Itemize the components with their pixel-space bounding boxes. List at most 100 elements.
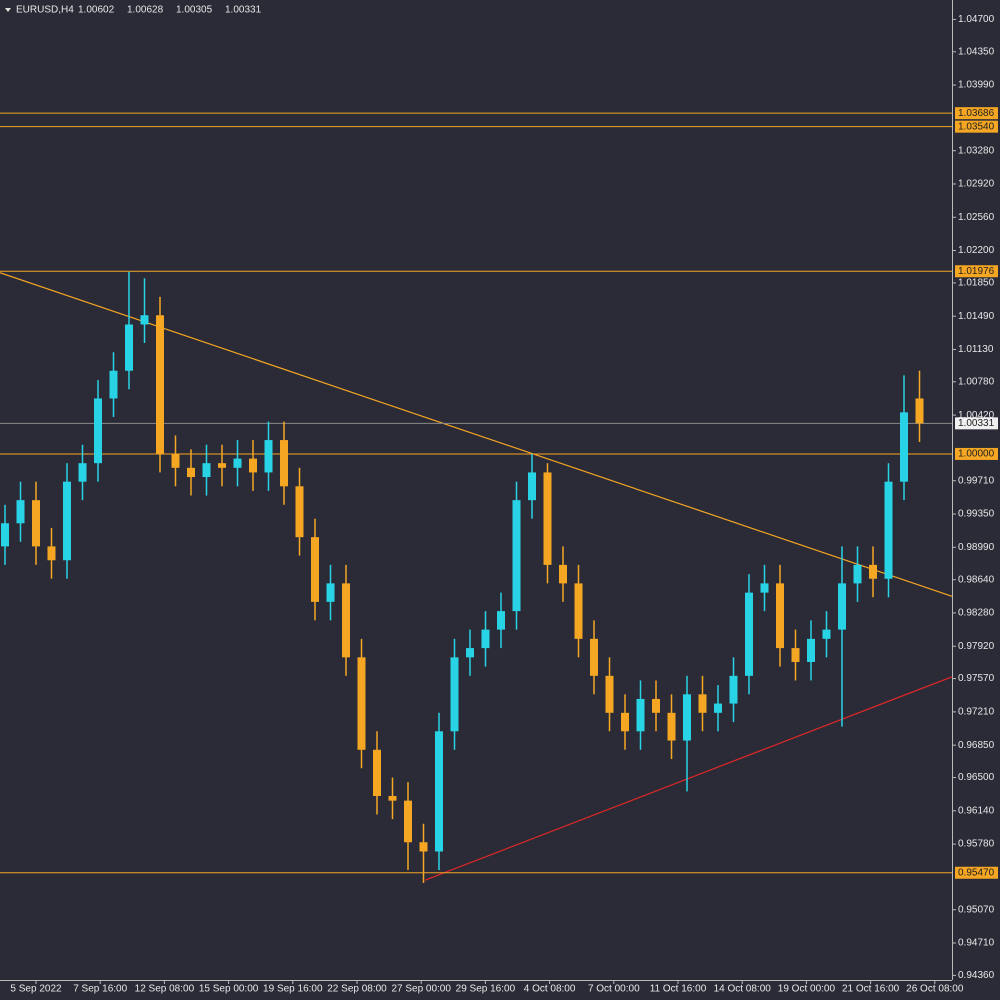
y-tick-label: 1.03990	[958, 80, 995, 91]
y-tick-label: 0.97570	[958, 673, 995, 684]
level-box	[955, 265, 998, 278]
candle-body	[652, 698, 660, 713]
candle-body	[714, 703, 722, 713]
candle-body	[621, 712, 629, 732]
candle-body	[94, 398, 102, 464]
x-tick-label: 11 Oct 16:00	[650, 984, 707, 995]
candle-body	[822, 629, 831, 639]
y-tick-label: 0.96850	[958, 740, 995, 751]
x-tick-label: 27 Sep 00:00	[391, 984, 451, 995]
level-label: 1.00000	[958, 449, 995, 460]
x-tick-label: 5 Sep 2022	[10, 984, 62, 995]
candle-body	[791, 648, 800, 662]
candle-body	[884, 481, 893, 579]
candle-body	[745, 592, 753, 676]
candle-body	[280, 440, 288, 487]
y-tick-label: 1.04350	[958, 46, 995, 57]
level-label: 0.95470	[958, 867, 995, 878]
candle-body	[419, 842, 428, 852]
candle-body	[264, 440, 273, 473]
y-tick-label: 1.01130	[958, 344, 994, 355]
candle-body	[466, 648, 474, 658]
x-tick-label: 26 Oct 08:00	[906, 984, 964, 995]
y-tick-label: 0.98640	[958, 574, 995, 585]
candle-body	[326, 583, 335, 602]
candle-body	[435, 731, 443, 852]
y-tick-label: 0.96140	[958, 805, 995, 816]
y-tick-label: 0.98280	[958, 608, 995, 619]
candle-body	[1, 523, 9, 547]
candle-body	[776, 583, 784, 649]
candle-body	[636, 698, 645, 732]
candle-body	[667, 712, 676, 741]
y-tick-label: 0.94360	[958, 970, 995, 981]
candle-body	[683, 694, 691, 741]
x-tick-label: 29 Sep 16:00	[456, 984, 516, 995]
candle-body	[47, 546, 56, 561]
candle-body	[202, 463, 211, 478]
candle-body	[760, 583, 769, 593]
candle-body	[187, 467, 195, 478]
y-tick-label: 0.95070	[958, 904, 995, 915]
y-tick-label: 0.99710	[958, 475, 995, 486]
candle-body	[543, 472, 552, 565]
header-value: 1.00628	[127, 5, 164, 16]
candle-body	[590, 638, 598, 676]
candle-body	[574, 583, 583, 639]
candle-body	[512, 500, 521, 612]
level-label: 1.03686	[958, 108, 995, 119]
candle-body	[481, 629, 490, 649]
candle-body	[698, 694, 707, 713]
candle-body	[78, 463, 87, 482]
candle-body	[838, 583, 846, 630]
symbol: EURUSD,H4	[16, 5, 74, 16]
candle-body	[16, 500, 25, 524]
x-tick-label: 7 Oct 00:00	[588, 984, 640, 995]
y-tick-label: 1.00780	[958, 376, 995, 387]
candle-body	[295, 486, 304, 538]
candle-body	[404, 800, 412, 843]
y-tick-label: 1.02560	[958, 212, 995, 223]
candle-body	[497, 611, 505, 630]
level-box	[955, 866, 998, 879]
x-tick-label: 14 Oct 08:00	[714, 984, 772, 995]
candle-body	[450, 657, 459, 732]
menu-arrow[interactable]	[5, 8, 11, 12]
x-tick-label: 19 Sep 16:00	[263, 984, 323, 995]
y-tick-label: 0.95780	[958, 839, 995, 850]
level-box	[955, 447, 998, 460]
candle-body	[125, 324, 133, 371]
price-box	[955, 417, 998, 430]
candle-body	[807, 638, 815, 662]
candle-body	[729, 675, 738, 704]
x-tick-label: 4 Oct 08:00	[524, 984, 576, 995]
y-tick-label: 0.96500	[958, 772, 995, 783]
y-tick-label: 0.99350	[958, 509, 995, 520]
level-label: 1.03540	[958, 121, 995, 132]
level-box	[955, 107, 998, 120]
candle-body	[915, 398, 924, 424]
y-tick-label: 1.02200	[958, 245, 995, 256]
level-label: 1.01976	[958, 266, 995, 277]
candle-body	[63, 481, 71, 561]
y-tick-label: 0.97920	[958, 641, 995, 652]
candle-body	[559, 564, 567, 584]
candle-body	[605, 675, 614, 713]
candle-body	[109, 370, 118, 399]
header-value: 1.00602	[78, 5, 115, 16]
y-tick-label: 0.97210	[958, 707, 995, 718]
x-tick-label: 21 Oct 16:00	[842, 984, 900, 995]
candle-body	[342, 583, 350, 658]
candle-body	[218, 463, 226, 468]
y-tick-label: 0.94710	[958, 938, 995, 949]
candle-body	[853, 564, 862, 584]
candle-body	[249, 458, 257, 473]
y-tick-label: 1.01490	[958, 311, 995, 322]
candle-body	[156, 315, 164, 454]
candle-body	[140, 315, 149, 325]
y-tick-label: 1.00420	[958, 410, 995, 421]
candle-body	[869, 564, 877, 579]
candle-body	[233, 458, 242, 468]
y-tick-label: 1.04700	[958, 14, 995, 25]
x-tick-label: 12 Sep 08:00	[135, 984, 195, 995]
